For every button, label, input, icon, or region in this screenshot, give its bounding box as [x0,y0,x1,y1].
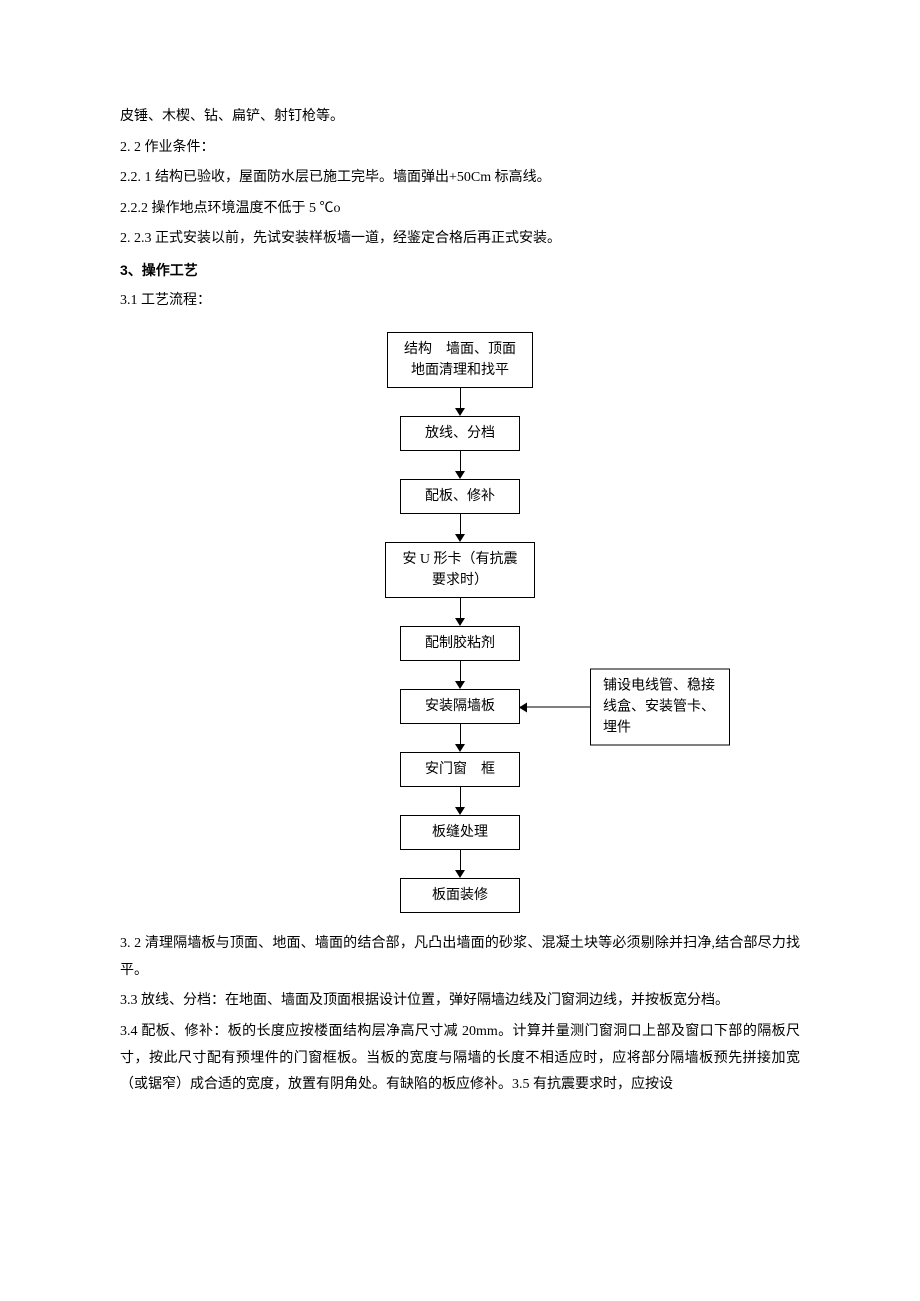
node-text: 埋件 [603,717,717,738]
node-text: 安 U 形卡（有抗震 [402,549,517,570]
flow-node-2: 放线、分档 [400,416,520,451]
flow-node-7: 安门窗 框 [400,752,520,787]
arrow-down-icon [455,598,465,626]
flow-node-9: 板面装修 [400,878,520,913]
arrow-down-icon [455,388,465,416]
flow-node-5: 配制胶粘剂 [400,626,520,661]
flow-node-1: 结构 墙面、顶面 地面清理和找平 [387,332,533,388]
paragraph: 3. 2 清理隔墙板与顶面、地面、墙面的结合部，凡凸出墙面的砂浆、混凝土块等必须… [120,931,800,984]
flow-node-4: 安 U 形卡（有抗震 要求时） [385,542,534,598]
arrow-down-icon [455,850,465,878]
flow-node-6-wrapper: 安装隔墙板 铺设电线管、稳接 线盒、安装管卡、 埋件 [400,689,520,724]
node-text: 结构 墙面、顶面 [404,339,516,360]
paragraph: 2. 2 作业条件： [120,135,800,162]
node-text: 线盒、安装管卡、 [603,696,717,717]
paragraph: 2.2.2 操作地点环境温度不低于 5 ℃o [120,196,800,223]
arrow-down-icon [455,514,465,542]
node-text: 铺设电线管、稳接 [603,675,717,696]
process-flowchart: 结构 墙面、顶面 地面清理和找平 放线、分档 配板、修补 安 U 形卡（有抗震 … [120,332,800,913]
node-text: 要求时） [402,570,517,591]
paragraph: 3.1 工艺流程： [120,288,800,315]
paragraph: 2.2. 1 结构已验收，屋面防水层已施工完毕。墙面弹出+50Cm 标高线。 [120,165,800,192]
paragraph: 3.3 放线、分档：在地面、墙面及顶面根据设计位置，弹好隔墙边线及门窗洞边线，并… [120,988,800,1015]
flow-node-6: 安装隔墙板 [400,689,520,724]
arrow-down-icon [455,724,465,752]
node-text: 地面清理和找平 [404,360,516,381]
flow-side-node: 铺设电线管、稳接 线盒、安装管卡、 埋件 [590,668,730,745]
paragraph: 皮锤、木楔、钻、扁铲、射钉枪等。 [120,104,800,131]
arrow-left-icon [520,706,590,707]
arrow-down-icon [455,451,465,479]
section-heading: 3、操作工艺 [120,257,800,284]
flow-column: 结构 墙面、顶面 地面清理和找平 放线、分档 配板、修补 安 U 形卡（有抗震 … [385,332,534,913]
document-page: 皮锤、木楔、钻、扁铲、射钉枪等。 2. 2 作业条件： 2.2. 1 结构已验收… [0,0,920,1143]
arrow-down-icon [455,661,465,689]
arrow-down-icon [455,787,465,815]
paragraph: 2. 2.3 正式安装以前，先试安装样板墙一道，经鉴定合格后再正式安装。 [120,226,800,253]
flow-node-3: 配板、修补 [400,479,520,514]
flow-node-8: 板缝处理 [400,815,520,850]
paragraph: 3.4 配板、修补：板的长度应按楼面结构层净高尺寸减 20mm。计算并量测门窗洞… [120,1019,800,1099]
